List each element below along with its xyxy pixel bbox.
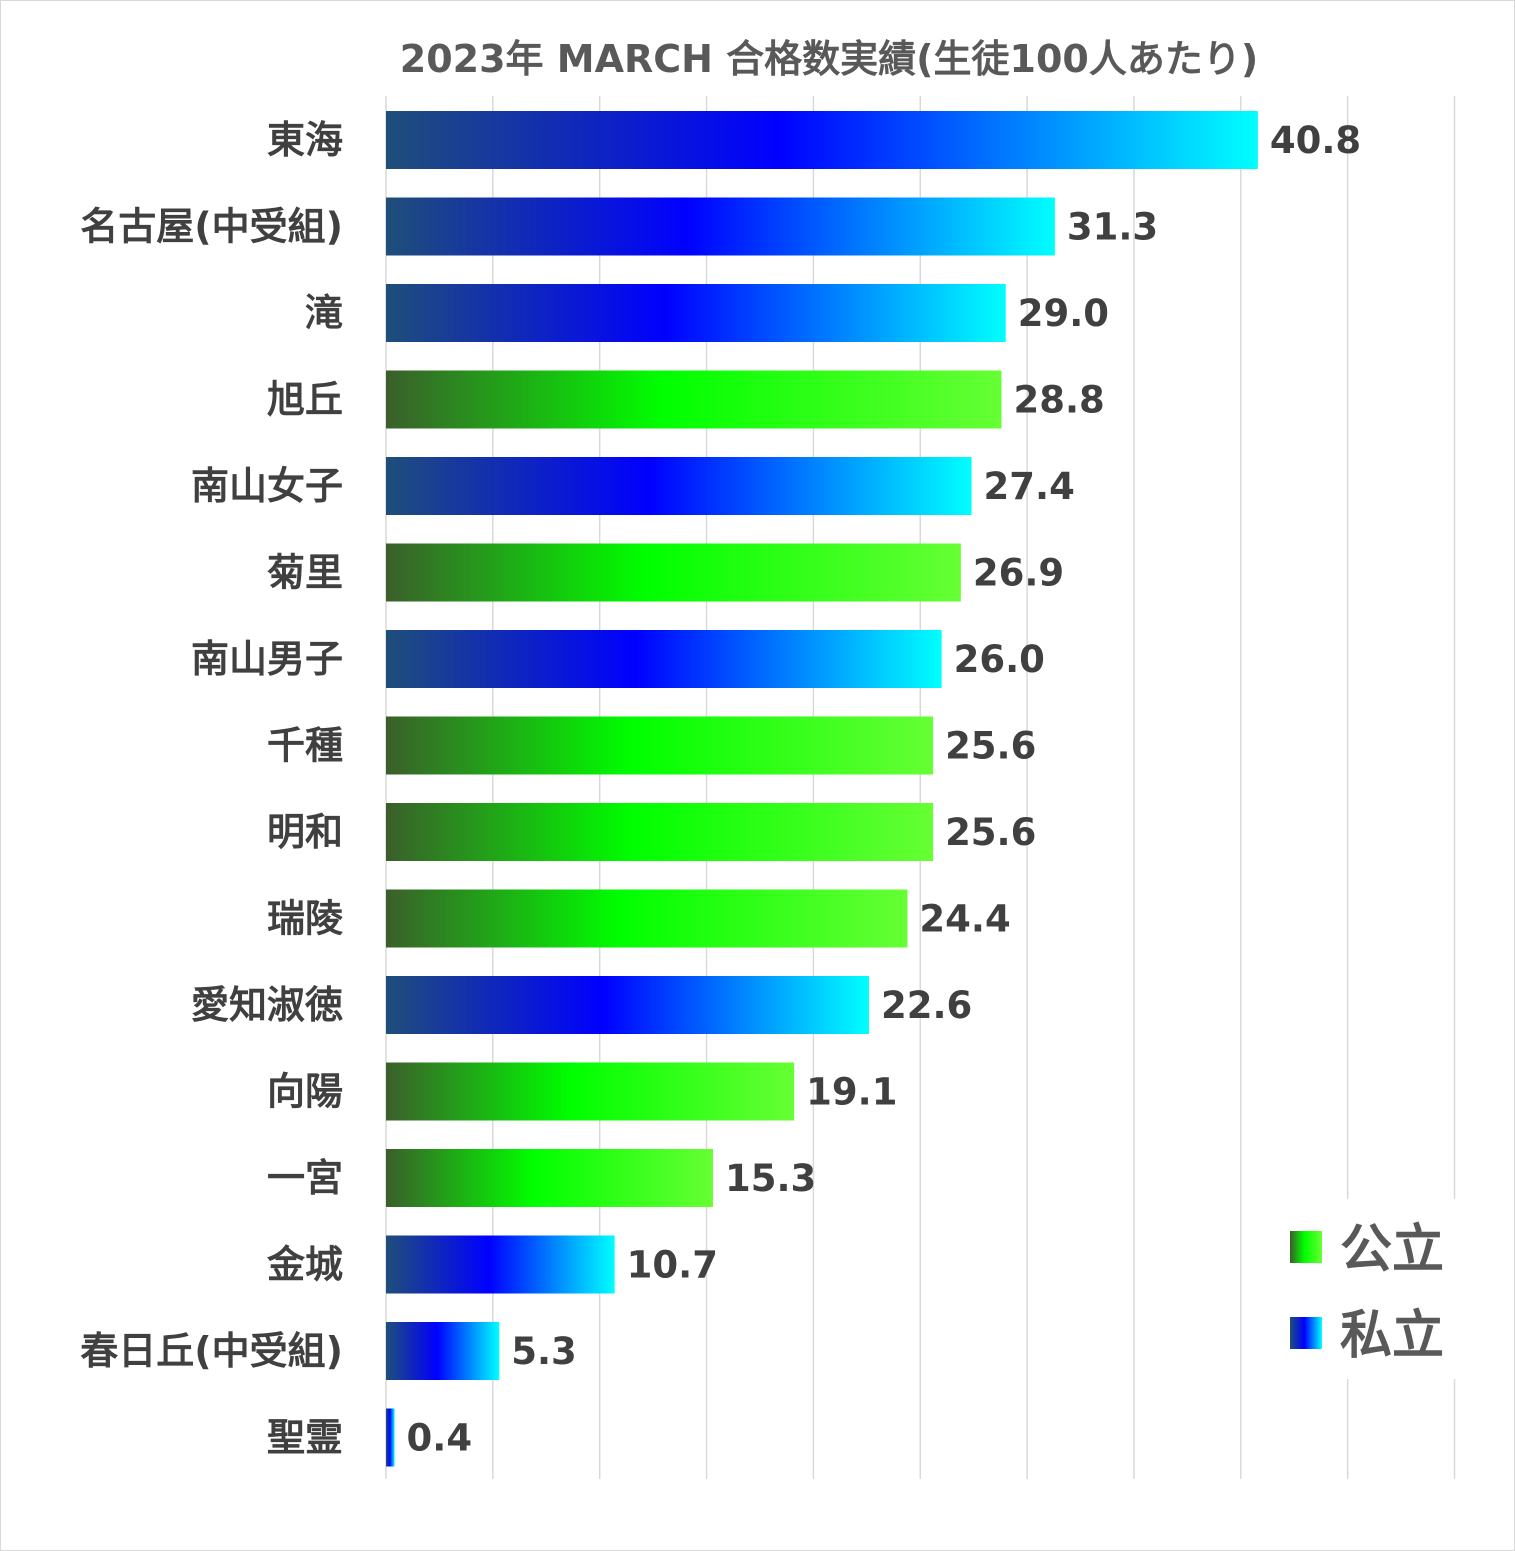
bar	[386, 1235, 615, 1294]
legend: 公立 私立	[1277, 1199, 1467, 1379]
category-label: 愛知淑徳	[191, 983, 343, 1027]
bar	[386, 457, 972, 515]
category-label: 春日丘(中受組)	[80, 1329, 343, 1373]
legend-label-public: 公立	[1340, 1220, 1444, 1280]
category-label: 南山女子	[191, 464, 343, 508]
category-label: 一宮	[267, 1156, 343, 1200]
bar	[386, 1322, 500, 1380]
value-label: 22.6	[881, 984, 972, 1027]
bar	[386, 1062, 795, 1121]
bars	[386, 111, 1258, 1467]
bar	[386, 370, 1002, 429]
bar	[386, 630, 942, 688]
category-label: 菊里	[267, 551, 343, 595]
category-label: 名古屋(中受組)	[80, 205, 343, 249]
bar	[386, 197, 1055, 256]
category-label: 南山男子	[191, 637, 343, 681]
category-label: 旭丘	[267, 378, 343, 422]
category-label: 明和	[267, 810, 343, 854]
category-label: 瑞陵	[267, 897, 343, 941]
bar	[386, 1149, 713, 1207]
legend-label-private: 私立	[1340, 1306, 1444, 1366]
value-label: 28.8	[1013, 379, 1104, 422]
value-label: 31.3	[1067, 206, 1158, 249]
value-label: 29.0	[1018, 292, 1109, 335]
labels: 東海 40.8 名古屋(中受組) 31.3 滝 29.0 旭丘 28.8 南山女子 27.4 菊里 2…	[80, 118, 1361, 1460]
chart-title: 2023年 MARCH 合格数実績(生徒100人あたり)	[400, 37, 1258, 81]
bar	[386, 889, 908, 948]
legend-swatch-private	[1290, 1317, 1322, 1349]
bar	[386, 111, 1258, 169]
category-label: 向陽	[267, 1070, 343, 1114]
category-label: 東海	[267, 118, 343, 162]
value-label: 25.6	[945, 811, 1036, 854]
category-label: 千種	[267, 724, 343, 768]
category-label: 滝	[305, 291, 343, 335]
bar	[386, 716, 934, 775]
value-label: 24.4	[919, 898, 1010, 941]
value-label: 10.7	[627, 1244, 718, 1287]
value-label: 19.1	[806, 1071, 897, 1114]
category-label: 金城	[266, 1243, 343, 1287]
value-label: 26.0	[954, 638, 1045, 681]
bar	[386, 543, 961, 602]
bar	[386, 284, 1006, 342]
value-label: 27.4	[984, 465, 1075, 508]
value-label: 15.3	[725, 1157, 816, 1200]
value-label: 40.8	[1270, 119, 1361, 162]
value-label: 0.4	[407, 1417, 473, 1460]
bar	[386, 976, 869, 1034]
value-label: 5.3	[511, 1330, 577, 1373]
value-label: 26.9	[973, 552, 1064, 595]
category-label: 聖霊	[267, 1416, 343, 1460]
bar	[386, 1408, 395, 1467]
bar	[386, 803, 934, 861]
value-label: 25.6	[945, 725, 1036, 768]
legend-swatch-public	[1290, 1231, 1322, 1263]
